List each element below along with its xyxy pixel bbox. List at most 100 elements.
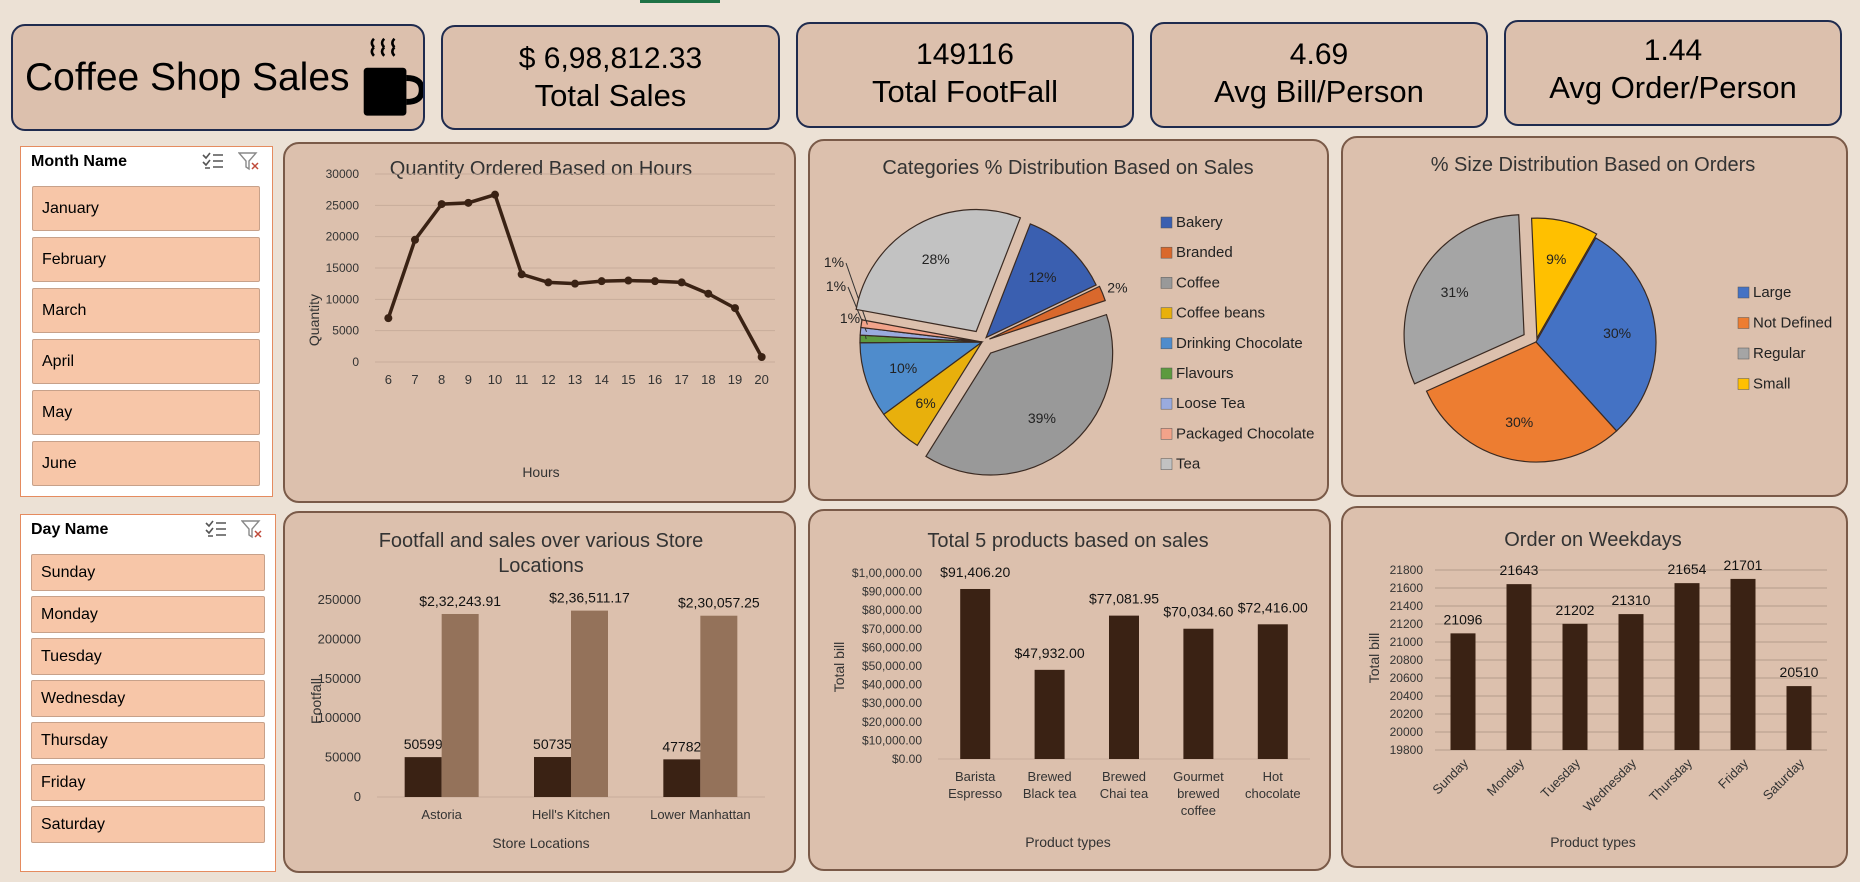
bar	[1109, 615, 1139, 759]
slicer-item-friday[interactable]: Friday	[31, 764, 265, 801]
kpi-total-sales-label: Total Sales	[534, 78, 687, 113]
data-point	[651, 277, 659, 286]
data-label: 50735	[533, 736, 572, 752]
sizes-pie-chart: % Size Distribution Based on Orders 30% 30…	[1403, 154, 1832, 463]
slicer-item-february[interactable]: February	[32, 237, 260, 282]
y-tick-label: 20000	[326, 230, 360, 244]
x-tick-label: Barista	[955, 769, 996, 784]
slicer-item-march[interactable]: March	[32, 288, 260, 333]
stores-bar-chart: Footfall and sales over various Store Loc…	[308, 530, 765, 851]
hours-line-chart: Quantity Ordered Based on Hours 0 5000 1000…	[306, 158, 775, 480]
day-slicer-header: Day Name	[31, 521, 109, 538]
bar	[1674, 583, 1700, 750]
y-tick-label: $10,000.00	[862, 733, 922, 747]
pie-slice	[989, 285, 1106, 340]
y-tick-label: 21600	[1390, 581, 1424, 595]
stores-chart-panel: Footfall and sales over various Store Loc…	[283, 511, 796, 873]
kpi-avg-order: 1.44 Avg Order/Person	[1504, 20, 1842, 126]
slicer-item-may[interactable]: May	[32, 390, 260, 435]
y-tick-label: 250000	[318, 592, 361, 607]
data-point	[437, 200, 446, 209]
x-tick-label: 17	[674, 372, 688, 387]
slicer-item-sunday[interactable]: Sunday	[31, 554, 265, 591]
y-tick-label: 15000	[326, 261, 360, 275]
legend-swatch	[1160, 246, 1173, 259]
y-tick-label: $30,000.00	[862, 696, 922, 710]
hours-chart-panel: Quantity Ordered Based on Hours 0 5000 1000…	[283, 142, 796, 503]
slice-label: 1%	[826, 278, 846, 294]
data-label: 21310	[1612, 592, 1651, 608]
bar	[534, 757, 571, 797]
x-tick-label: Wednesday	[1580, 755, 1639, 814]
sizes-chart-panel: % Size Distribution Based on Orders 30% 30…	[1341, 136, 1848, 497]
data-label: $2,36,511.17	[549, 590, 630, 606]
categories-pie-chart: Categories % Distribution Based on Sales…	[824, 157, 1314, 476]
bar	[663, 759, 701, 797]
y-tick-label: 0	[354, 789, 361, 804]
slice-label: 30%	[1505, 414, 1533, 430]
x-tick-label: 11	[515, 372, 529, 387]
active-tab-indicator	[640, 0, 720, 3]
slice-label: 1%	[840, 310, 860, 326]
y-tick-label: $50,000.00	[862, 659, 922, 673]
legend-label: Loose Tea	[1176, 395, 1246, 412]
products-bar-chart: Total 5 products based on sales $0.00 $10,…	[831, 530, 1310, 850]
kpi-avg-order-label: Avg Order/Person	[1549, 70, 1797, 105]
bar	[1034, 669, 1065, 759]
data-point	[571, 279, 579, 288]
slicer-item-january[interactable]: January	[32, 186, 260, 231]
y-tick-label: $80,000.00	[862, 603, 922, 617]
data-point	[624, 276, 633, 285]
data-label: 21654	[1668, 561, 1707, 577]
slice-label: 31%	[1441, 284, 1469, 300]
slicer-item-thursday[interactable]: Thursday	[31, 722, 265, 759]
legend-swatch	[1737, 317, 1750, 329]
legend-swatch	[1160, 397, 1173, 410]
slicer-item-tuesday[interactable]: Tuesday	[31, 638, 265, 675]
legend-swatch	[1737, 378, 1750, 390]
slicer-item-april[interactable]: April	[32, 339, 260, 384]
chart-title: Quantity Ordered Based on Hours	[390, 158, 692, 180]
y-tick-label: 20600	[1390, 671, 1424, 685]
legend-label: Packaged Chocolate	[1176, 425, 1314, 442]
y-tick-label: 200000	[318, 631, 361, 646]
data-point	[517, 270, 526, 279]
clear-filter-icon[interactable]	[241, 519, 263, 539]
slice-label: 6%	[915, 395, 935, 411]
clear-filter-icon[interactable]	[238, 151, 260, 171]
data-point	[597, 277, 606, 286]
legend-swatch	[1737, 286, 1750, 299]
x-tick-label: 6	[385, 372, 392, 387]
legend-swatch	[1160, 216, 1173, 229]
x-tick-label: brewed	[1177, 786, 1220, 801]
kpi-total-footfall: 149116 Total FootFall	[796, 22, 1134, 128]
slicer-item-wednesday[interactable]: Wednesday	[31, 680, 265, 717]
multi-select-icon[interactable]	[205, 519, 227, 539]
y-axis-label: Total bill	[1366, 633, 1382, 684]
x-tick-label: Black tea	[1023, 786, 1077, 801]
multi-select-icon[interactable]	[202, 151, 224, 171]
legend-label: Not Defined	[1753, 315, 1832, 332]
slicer-item-june[interactable]: June	[32, 441, 260, 486]
slicer-item-monday[interactable]: Monday	[31, 596, 265, 633]
x-tick-label: 13	[568, 372, 582, 387]
y-tick-label: 20800	[1390, 653, 1424, 667]
bar	[571, 610, 608, 797]
y-tick-label: 0	[352, 355, 359, 369]
bar	[1730, 578, 1756, 750]
legend-label: Coffee beans	[1176, 305, 1265, 322]
kpi-avg-bill-value: 4.69	[1289, 38, 1349, 71]
x-axis-label: Hours	[522, 464, 559, 480]
y-tick-label: 50000	[325, 750, 361, 765]
kpi-total-sales-value: $ 6,98,812.33	[518, 42, 703, 75]
data-label: 21202	[1556, 602, 1595, 618]
x-tick-label: Friday	[1715, 755, 1751, 791]
slice-label: 9%	[1546, 251, 1566, 267]
x-tick-label: chocolate	[1245, 786, 1301, 801]
pie-slice	[860, 319, 983, 343]
chart-title: Footfall and sales over various Store	[379, 530, 704, 552]
y-tick-label: $90,000.00	[862, 585, 922, 599]
slicer-item-saturday[interactable]: Saturday	[31, 806, 265, 843]
x-tick-label: Saturday	[1760, 755, 1808, 803]
kpi-total-sales: $ 6,98,812.33 Total Sales	[441, 25, 780, 130]
